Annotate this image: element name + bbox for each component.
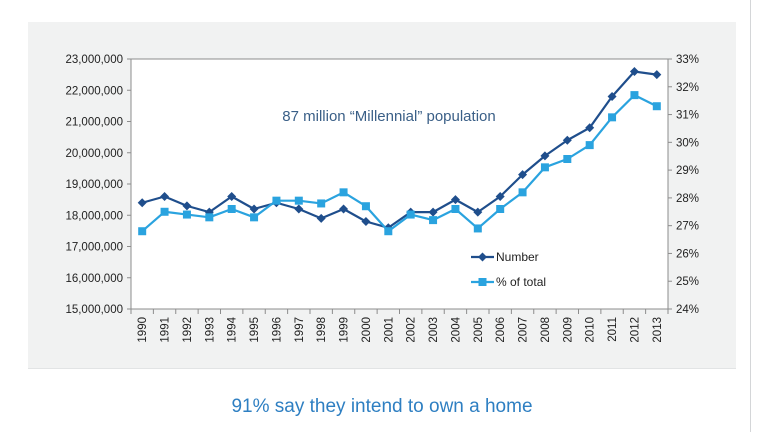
right-axis-tick-label: 25%	[676, 276, 699, 288]
legend-label-of-total: % of total	[496, 275, 546, 289]
legend-marker-of-total	[478, 278, 487, 286]
right-axis-tick-label: 30%	[676, 137, 699, 149]
right-edge-divider	[750, 0, 751, 432]
panel-bottom-divider	[28, 368, 736, 369]
data-point-of-total	[182, 210, 191, 219]
left-axis-tick-label: 22,000,000	[65, 85, 123, 97]
left-axis-tick-label: 18,000,000	[65, 210, 123, 222]
data-point-of-total	[563, 155, 572, 163]
right-axis-tick-label: 26%	[676, 248, 699, 260]
data-point-number	[316, 213, 326, 223]
data-point-number	[607, 92, 617, 101]
data-point-of-total	[540, 163, 549, 172]
x-axis-tick-label: 1997	[294, 317, 306, 343]
plot-area	[130, 58, 669, 310]
caption: 91% say they intend to own a home	[231, 396, 533, 417]
data-point-number	[294, 204, 304, 214]
data-point-number	[562, 135, 572, 145]
left-axis-tick-label: 20,000,000	[65, 148, 123, 160]
x-axis-tick-label: 2001	[383, 317, 395, 343]
data-point-of-total	[294, 196, 303, 205]
data-point-of-total	[608, 113, 617, 122]
chart-annotation: 87 million “Millennial” population	[282, 108, 495, 125]
data-point-of-total	[496, 205, 505, 213]
data-point-of-total	[250, 213, 259, 222]
data-point-of-total	[630, 91, 639, 100]
x-axis-tick-label: 2007	[518, 317, 530, 343]
data-point-of-total	[473, 224, 482, 233]
x-axis-tick-label: 1998	[316, 317, 328, 343]
x-axis-tick-label: 1994	[227, 316, 239, 342]
data-point-of-total	[384, 227, 393, 236]
data-point-of-total	[518, 188, 527, 197]
data-point-number	[495, 192, 505, 201]
data-point-number	[182, 201, 192, 211]
data-point-number	[450, 195, 460, 205]
right-axis-tick-label: 31%	[676, 110, 699, 122]
data-point-of-total	[227, 205, 236, 213]
x-axis-tick-label: 1993	[204, 317, 216, 343]
right-axis-tick-label: 29%	[676, 165, 699, 177]
data-point-of-total	[339, 188, 348, 197]
data-point-number	[473, 207, 483, 217]
x-axis-tick-label: 2005	[473, 317, 485, 343]
data-point-number	[137, 198, 147, 208]
data-point-number	[160, 192, 170, 201]
x-axis-tick-label: 1991	[160, 317, 172, 343]
data-point-of-total	[317, 199, 326, 208]
data-point-number	[585, 123, 595, 133]
right-axis-tick-label: 33%	[676, 54, 699, 66]
x-axis-tick-label: 2011	[607, 317, 619, 342]
data-point-number	[652, 70, 662, 80]
x-axis-tick-label: 2003	[428, 317, 440, 343]
data-point-of-total	[361, 202, 370, 211]
legend-marker-number	[478, 252, 487, 262]
x-axis-tick-label: 2009	[562, 317, 574, 343]
data-point-number	[361, 217, 371, 226]
data-point-of-total	[205, 213, 214, 222]
series-line-number	[141, 70, 657, 229]
x-axis-tick-label: 1996	[271, 317, 283, 343]
right-axis-tick-label: 32%	[676, 82, 699, 94]
x-axis-tick-label: 2004	[450, 316, 462, 342]
data-point-of-total	[160, 207, 169, 216]
data-point-number	[227, 192, 237, 201]
right-axis-tick-label: 27%	[676, 221, 699, 233]
x-axis-tick-label: 2010	[585, 317, 597, 343]
data-point-number	[629, 67, 639, 76]
left-axis-tick-label: 17,000,000	[65, 242, 123, 254]
x-axis-tick-label: 2006	[495, 317, 507, 343]
data-point-number	[339, 204, 349, 214]
x-axis-tick-label: 2008	[540, 317, 552, 343]
left-axis-tick-label: 21,000,000	[65, 117, 123, 129]
left-axis-tick-label: 15,000,000	[65, 304, 123, 316]
left-axis-tick-label: 23,000,000	[65, 54, 123, 66]
x-axis-tick-label: 1990	[137, 317, 149, 343]
left-axis-tick-label: 19,000,000	[65, 179, 123, 191]
legend-label-number: Number	[496, 250, 539, 264]
data-point-of-total	[138, 227, 147, 236]
x-axis-tick-label: 2013	[652, 317, 664, 343]
data-point-of-total	[451, 205, 460, 213]
x-axis-tick-label: 2000	[361, 317, 373, 343]
data-point-number	[249, 204, 259, 214]
data-point-number	[428, 207, 438, 217]
x-axis-tick-label: 2012	[629, 317, 641, 343]
data-point-of-total	[406, 210, 415, 219]
data-point-of-total	[652, 102, 661, 111]
data-point-of-total	[272, 196, 281, 205]
data-point-of-total	[429, 216, 438, 225]
data-point-number	[518, 170, 528, 180]
x-axis-tick-label: 1992	[182, 317, 194, 343]
data-point-of-total	[585, 141, 594, 150]
left-axis-tick-label: 16,000,000	[65, 273, 123, 285]
x-axis-tick-label: 2002	[406, 317, 418, 343]
x-axis-tick-label: 1995	[249, 317, 261, 343]
x-axis-tick-label: 1999	[339, 317, 351, 343]
data-point-number	[540, 151, 550, 161]
right-axis-tick-label: 24%	[676, 304, 699, 316]
right-axis-tick-label: 28%	[676, 193, 699, 205]
